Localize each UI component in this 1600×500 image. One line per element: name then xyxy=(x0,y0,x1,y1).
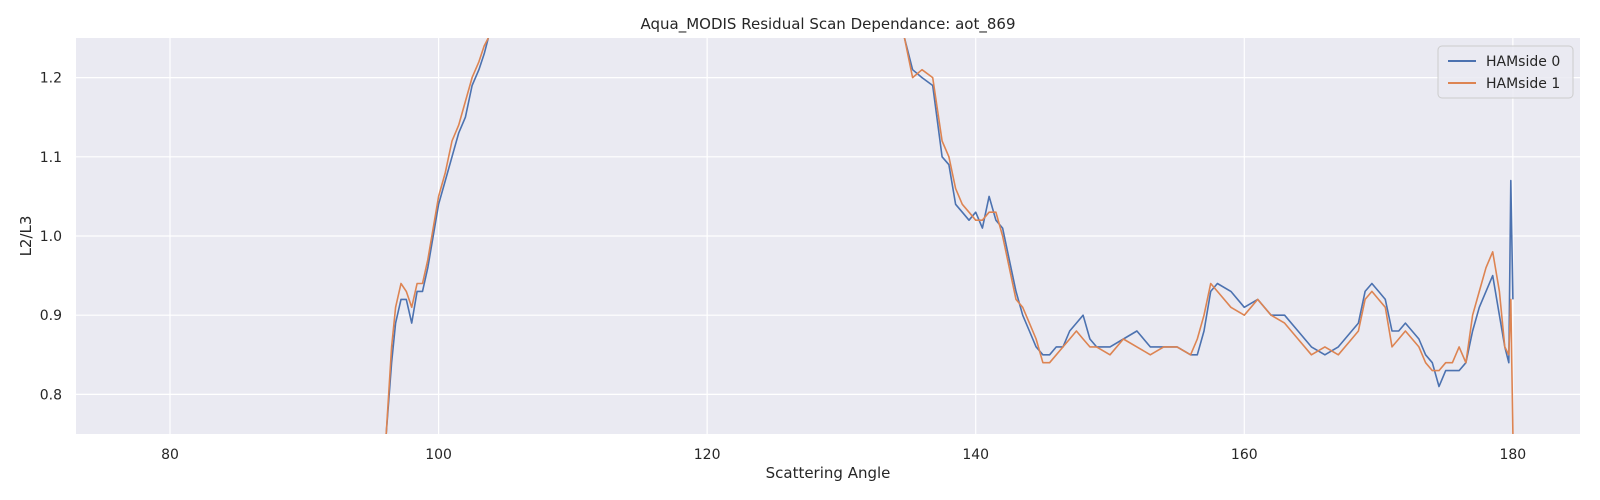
grid xyxy=(76,38,1580,434)
legend-label-2: HAMside 1 xyxy=(1486,76,1560,92)
legend-label-1: HAMside 0 xyxy=(1486,54,1560,70)
x-tick-label: 80 xyxy=(161,447,179,463)
legend-box xyxy=(1437,45,1574,99)
series-line-1 xyxy=(385,38,1514,434)
series-line-2 xyxy=(385,38,1514,434)
legend: HAMside 0 HAMside 1 xyxy=(1437,45,1574,99)
y-axis-ticks: 0.8 0.9 1.0 1.1 1.2 xyxy=(40,71,62,404)
y-axis-label: L2/L3 xyxy=(17,216,35,257)
x-tick-label: 100 xyxy=(425,447,452,463)
y-tick-label: 1.0 xyxy=(40,229,62,245)
y-tick-label: 0.9 xyxy=(40,308,62,324)
series-group xyxy=(385,38,1514,434)
chart-title: Aqua_MODIS Residual Scan Dependance: aot… xyxy=(640,15,1015,34)
y-tick-label: 1.1 xyxy=(40,150,62,166)
x-tick-label: 120 xyxy=(694,447,721,463)
y-tick-label: 1.2 xyxy=(40,71,62,87)
x-tick-label: 160 xyxy=(1231,447,1258,463)
x-tick-label: 140 xyxy=(962,447,989,463)
x-axis-ticks: 80 100 120 140 160 180 xyxy=(161,447,1526,463)
x-axis-label: Scattering Angle xyxy=(766,464,891,482)
x-tick-label: 180 xyxy=(1499,447,1526,463)
y-tick-label: 0.8 xyxy=(40,387,62,403)
